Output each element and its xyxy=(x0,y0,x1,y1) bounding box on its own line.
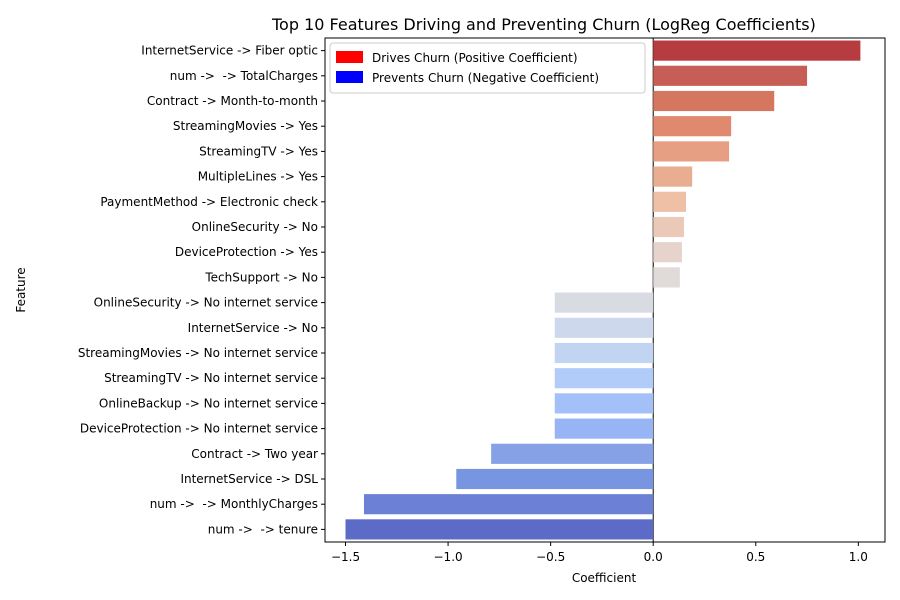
bar xyxy=(653,216,684,238)
bar xyxy=(653,116,732,137)
x-tick-label: −1.5 xyxy=(331,550,360,564)
legend-swatch xyxy=(336,51,363,63)
y-tick-label: PaymentMethod -> Electronic check xyxy=(100,195,318,209)
y-axis-ticks: InternetService -> Fiber optic num -> -> … xyxy=(78,44,325,536)
x-tick-label: 0.5 xyxy=(746,550,765,564)
bar xyxy=(554,418,654,439)
bar xyxy=(653,40,861,61)
legend-label: Drives Churn (Positive Coefficient) xyxy=(372,51,578,65)
x-axis-label: Coefficient xyxy=(572,571,637,585)
bar xyxy=(554,317,654,338)
legend-label: Prevents Churn (Negative Coefficient) xyxy=(372,71,599,85)
y-tick-label: StreamingMovies -> Yes xyxy=(173,119,318,133)
y-tick-label: OnlineBackup -> No internet service xyxy=(99,396,318,410)
bar xyxy=(363,494,654,515)
y-tick-label: InternetService -> Fiber optic xyxy=(141,44,318,58)
bar xyxy=(554,393,654,414)
legend-swatch xyxy=(336,71,363,83)
bar xyxy=(456,468,654,490)
bar xyxy=(653,242,682,263)
y-tick-label: num -> -> TotalCharges xyxy=(170,69,318,83)
bar xyxy=(554,368,654,389)
bar xyxy=(653,267,680,288)
y-tick-label: OnlineSecurity -> No internet service xyxy=(94,296,318,310)
bar xyxy=(653,191,687,212)
y-tick-label: num -> -> tenure xyxy=(208,522,318,536)
x-tick-label: 1.0 xyxy=(849,550,868,564)
y-tick-label: InternetService -> DSL xyxy=(180,472,318,486)
plot-frame xyxy=(324,37,886,543)
y-tick-label: DeviceProtection -> Yes xyxy=(175,245,318,259)
plot-area xyxy=(324,37,886,543)
legend-box xyxy=(329,42,646,94)
bar xyxy=(653,141,730,162)
y-tick-label: num -> -> MonthlyCharges xyxy=(150,497,318,511)
y-tick-label: TechSupport -> No xyxy=(204,270,318,284)
x-tick-label: 0.0 xyxy=(644,550,663,564)
chart-title: Top 10 Features Driving and Preventing C… xyxy=(271,15,816,34)
bar xyxy=(653,166,693,187)
y-tick-label: OnlineSecurity -> No xyxy=(192,220,318,234)
x-tick-label: −1.0 xyxy=(434,550,463,564)
y-tick-label: DeviceProtection -> No internet service xyxy=(80,422,318,436)
y-tick-label: Contract -> Month-to-month xyxy=(147,94,318,108)
legend: Drives Churn (Positive Coefficient) Preve… xyxy=(329,42,646,94)
bar xyxy=(653,65,808,86)
y-tick-label: StreamingTV -> Yes xyxy=(199,144,318,158)
y-tick-label: StreamingTV -> No internet service xyxy=(104,371,318,385)
y-axis-label: Feature xyxy=(14,267,28,312)
y-tick-label: StreamingMovies -> No internet service xyxy=(78,346,318,360)
y-tick-label: Contract -> Two year xyxy=(191,447,318,461)
x-axis-ticks: −1.5 −1.0 −0.5 0.0 0.5 1.0 xyxy=(331,542,868,564)
bars xyxy=(345,40,861,540)
x-tick-label: −0.5 xyxy=(536,550,565,564)
bar xyxy=(653,90,775,112)
y-tick-label: InternetService -> No xyxy=(188,321,318,335)
bar xyxy=(554,342,654,364)
bar xyxy=(491,443,654,464)
y-tick-label: MultipleLines -> Yes xyxy=(198,170,318,184)
bar xyxy=(345,519,654,540)
bar xyxy=(554,292,654,313)
